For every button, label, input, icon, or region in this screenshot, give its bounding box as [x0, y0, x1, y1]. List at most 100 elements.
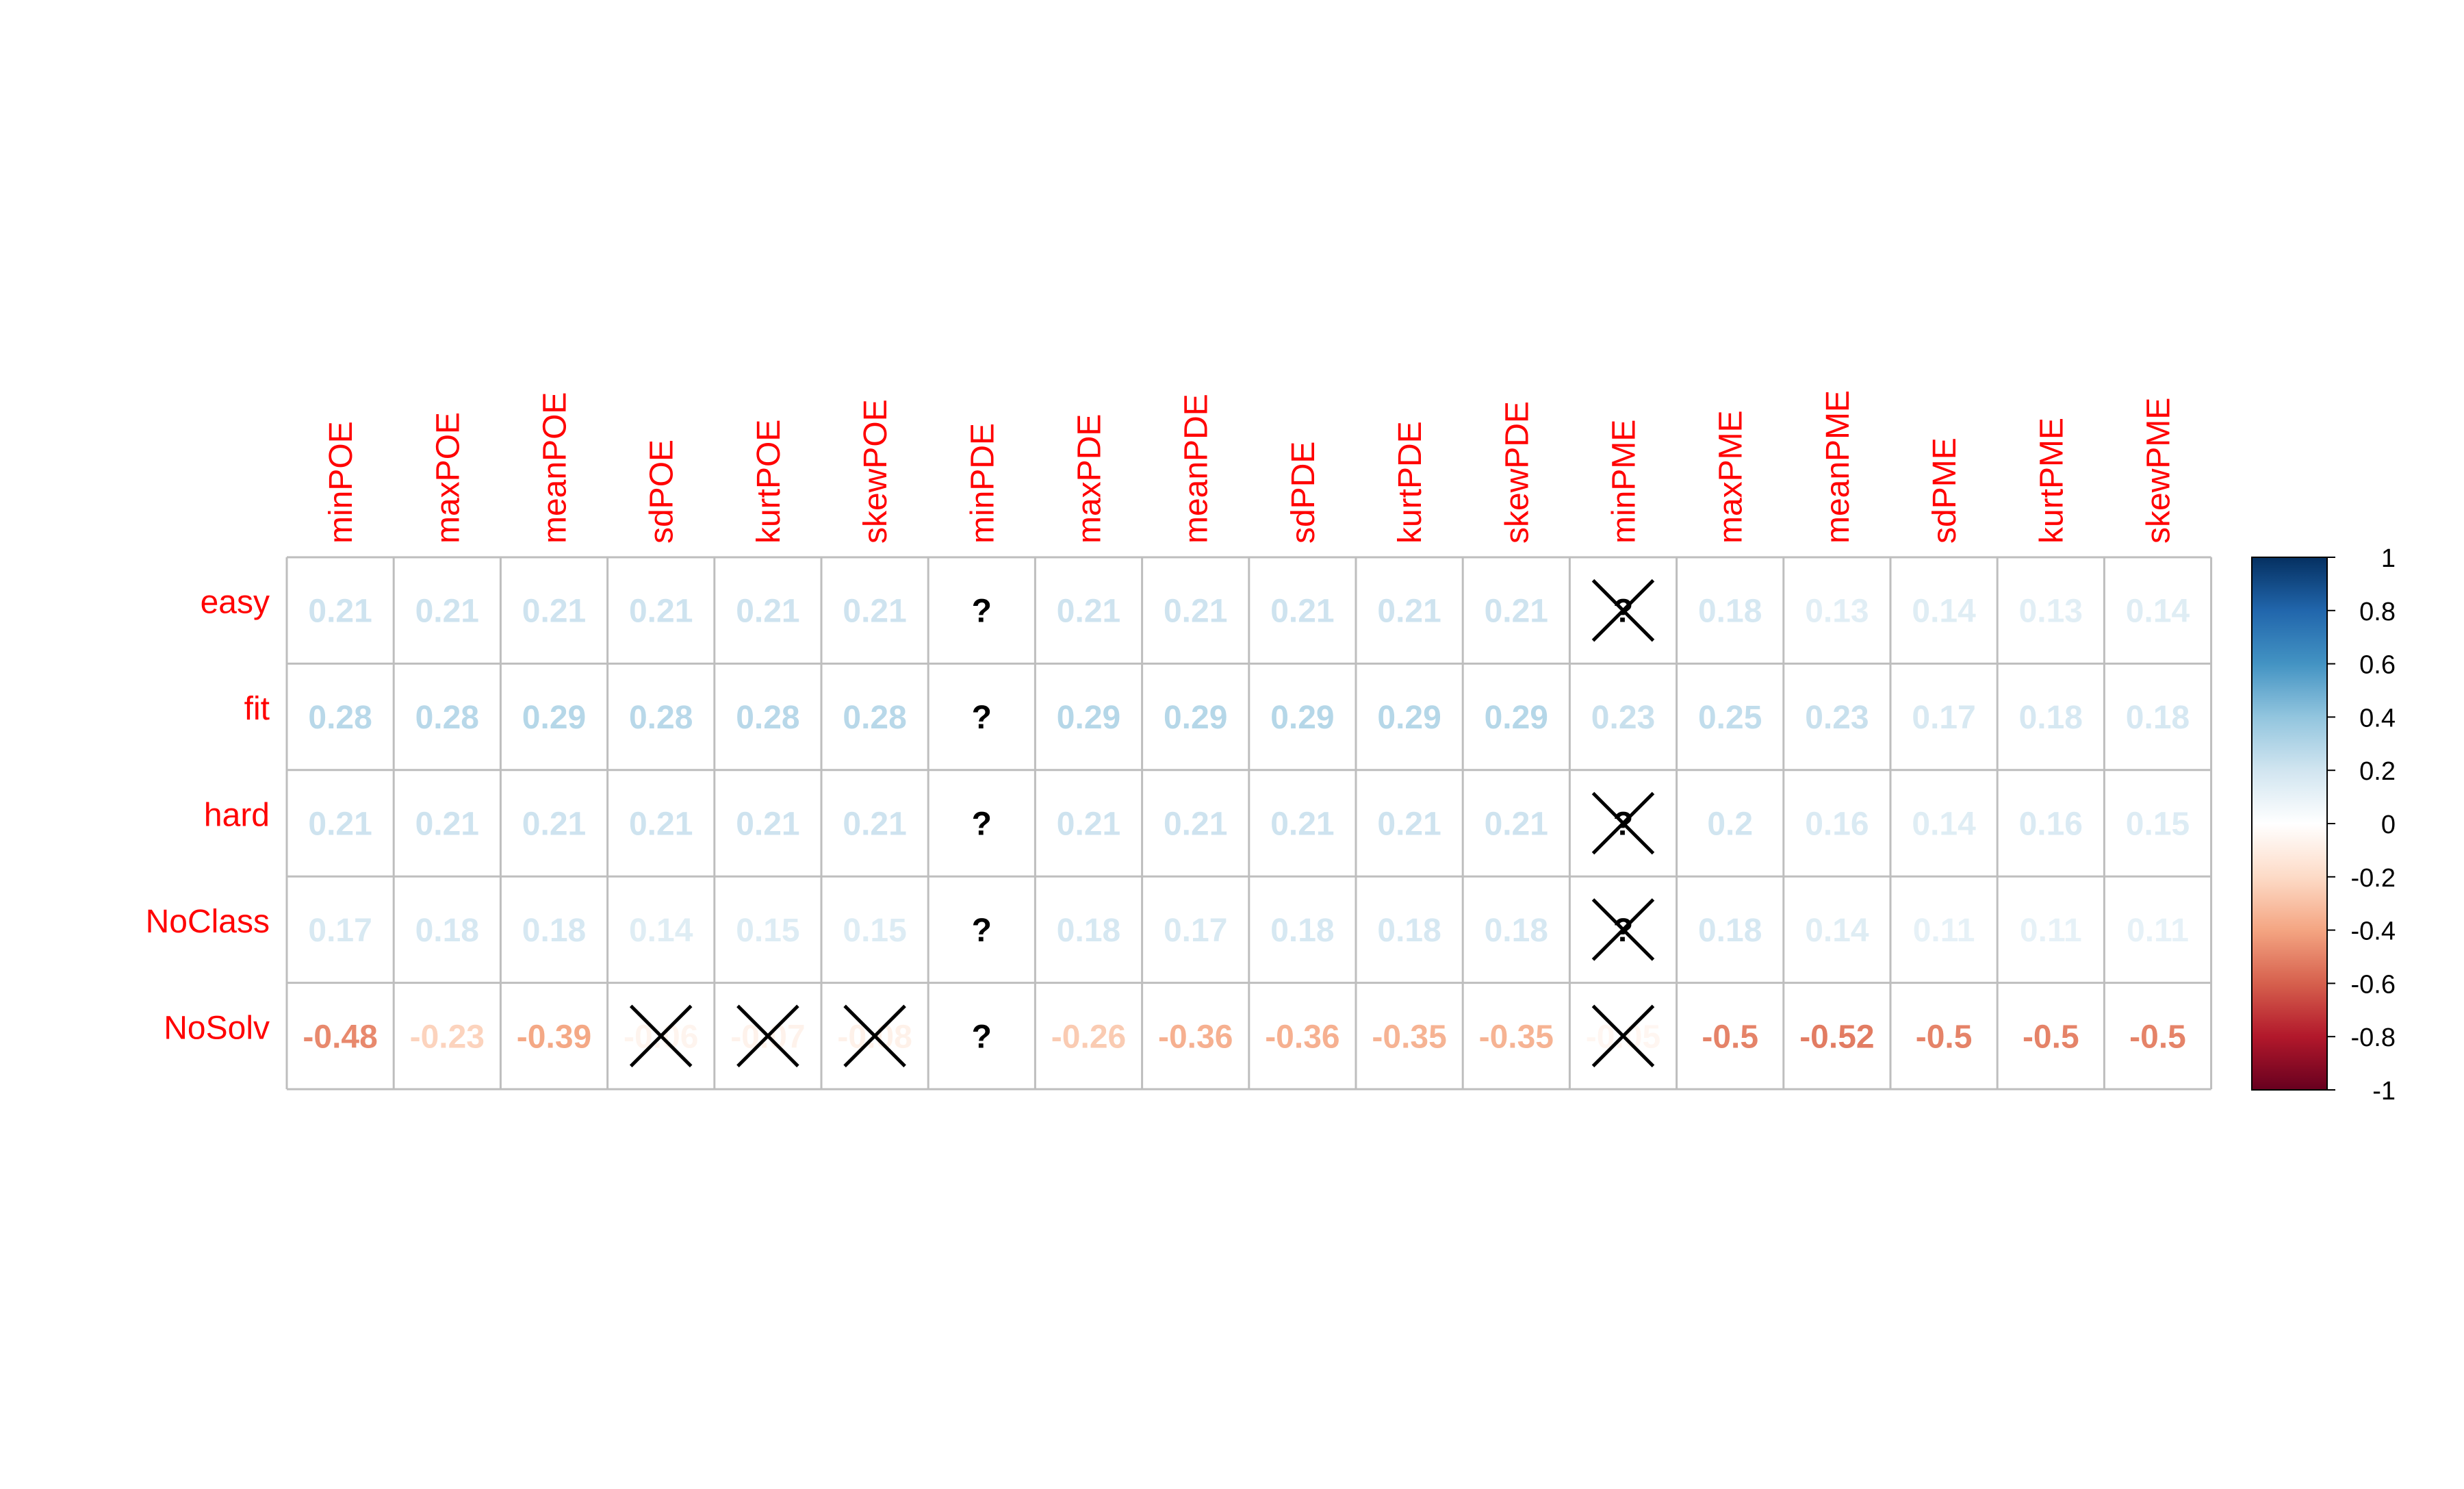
cell-value-label: 0.21 [1164, 806, 1227, 843]
colorbar-tick-label: -0.8 [2351, 1023, 2396, 1052]
cell-value-label: 0.16 [1805, 806, 1869, 843]
colorbar-tick-label: -0.2 [2351, 864, 2396, 893]
insignificance-cross-icon [1591, 1004, 1655, 1068]
cell-value-label: 0.29 [1485, 700, 1548, 736]
column-label: skewPOE [858, 399, 894, 544]
heatmap-cell [2104, 982, 2211, 1089]
cell-value-label: 0.29 [1270, 700, 1334, 736]
cell-value-label: -0.48 [303, 1019, 377, 1055]
heatmap-cell [1676, 663, 1784, 770]
heatmap-cell [1356, 663, 1463, 770]
column-label: sdPOE [644, 440, 680, 544]
column-labels: minPOE maxPOE meanPOE sdPOE kurtPOE skewPOE mi… [323, 390, 2177, 544]
row-label: NoClass [146, 904, 270, 940]
column-label: maxPDE [1072, 414, 1108, 544]
cell-value-label: 0.15 [736, 913, 799, 949]
cell-value-label: 0.16 [2019, 806, 2083, 843]
cell-value-label: 0.29 [522, 700, 586, 736]
cell-value-label: 0.18 [415, 913, 479, 949]
column-label: minPDE [964, 423, 1001, 544]
heatmap-cell [714, 876, 821, 983]
cell-value-label: 0.28 [736, 700, 799, 736]
heatmap-cell [1356, 557, 1463, 664]
cell-value-label: 0.28 [843, 700, 906, 736]
cell-value-label: 0.23 [1805, 700, 1869, 736]
heatmap-cell [1997, 876, 2105, 983]
colorbar-tick-label: 0.8 [2359, 598, 2396, 626]
cell-value-label: 0.18 [1057, 913, 1120, 949]
column-label: skewPDE [1499, 401, 1535, 544]
heatmap-cell [1890, 876, 1998, 983]
cell-value-label: -0.23 [410, 1019, 485, 1055]
cell-value-label: 0.21 [522, 594, 586, 630]
heatmap-cell [1035, 557, 1142, 664]
cell-value-label: 0.14 [1912, 806, 1976, 843]
missing-value-label: ? [972, 1019, 992, 1055]
heatmap-cell [1463, 557, 1570, 664]
cell-value-label: 0.21 [736, 594, 799, 630]
cell-value-label: -0.36 [1158, 1019, 1233, 1055]
cell-value-label: 0.21 [308, 806, 372, 843]
colorbar-tick-label: -0.6 [2351, 970, 2396, 999]
cell-value-label: 0.13 [1805, 594, 1869, 630]
insignificance-marks [629, 578, 1655, 1068]
cell-value-label: 0.21 [843, 806, 906, 843]
cell-value-label: -0.5 [2129, 1019, 2186, 1055]
heatmap-cell [2104, 769, 2211, 877]
heatmap-cell [607, 557, 715, 664]
heatmap-cell [1676, 557, 1784, 664]
heatmap-cells [287, 557, 2211, 1089]
cell-value-label: 0.29 [1377, 700, 1441, 736]
cell-value-label: 0.21 [1377, 594, 1441, 630]
heatmap-cell [1997, 557, 2105, 664]
cell-value-label: 0.18 [1270, 913, 1334, 949]
cell-value-label: -0.36 [1265, 1019, 1339, 1055]
heatmap-cell [1676, 876, 1784, 983]
heatmap-cell [714, 663, 821, 770]
cell-value-label: 0.18 [1377, 913, 1441, 949]
heatmap-cell [1142, 769, 1249, 877]
colorbar-tick-label: 0.4 [2359, 704, 2396, 733]
missing-value-label: ? [972, 700, 992, 736]
cell-value-label: -0.5 [1702, 1019, 1758, 1055]
heatmap-cell [1890, 557, 1998, 664]
missing-value-label: ? [972, 594, 992, 630]
column-label: meanPDE [1179, 394, 1215, 544]
heatmap-cell [287, 557, 394, 664]
heatmap-cell [287, 982, 394, 1089]
heatmap-cell [1248, 663, 1356, 770]
heatmap-cell [500, 663, 608, 770]
cell-value-label: 0.23 [1591, 700, 1655, 736]
heatmap-cell [1783, 557, 1890, 664]
heatmap-cell [287, 769, 394, 877]
insignificance-cross-icon [1591, 791, 1655, 855]
cell-value-label: 0.11 [2020, 913, 2082, 949]
heatmap-cell [1569, 663, 1677, 770]
row-label: easy [201, 585, 270, 621]
column-label: maxPOE [430, 412, 466, 544]
cell-value-label: 0.28 [308, 700, 372, 736]
cell-value-label: 0.17 [1912, 700, 1975, 736]
insignificance-cross-icon [1591, 898, 1655, 961]
column-label: kurtPME [2033, 418, 2070, 544]
heatmap-cell [1676, 769, 1784, 877]
heatmap-cell [1035, 982, 1142, 1089]
cell-value-label: -0.35 [1372, 1019, 1446, 1055]
cell-value-label: 0.17 [1164, 913, 1227, 949]
missing-value-label: ? [972, 913, 992, 949]
heatmap-cell [714, 769, 821, 877]
heatmap-cell [1463, 769, 1570, 877]
cell-value-label: 0.18 [1698, 913, 1762, 949]
colorbar: 1 0.8 0.6 0.4 0.2 0 -0.2 -0.4 -0.6 -0.8 -1 [2251, 544, 2396, 1106]
row-label: NoSolv [164, 1010, 270, 1046]
cell-value-label: 0.15 [843, 913, 906, 949]
cell-value-label: 0.21 [415, 806, 479, 843]
cell-value-label: 0.18 [1698, 594, 1762, 630]
heatmap-cell [1783, 982, 1890, 1089]
heatmap-cell [1997, 982, 2105, 1089]
heatmap-cell [1463, 982, 1570, 1089]
row-label: fit [244, 691, 270, 727]
heatmap-cell [1248, 982, 1356, 1089]
heatmap-cell [928, 557, 1036, 664]
heatmap-cell [287, 663, 394, 770]
